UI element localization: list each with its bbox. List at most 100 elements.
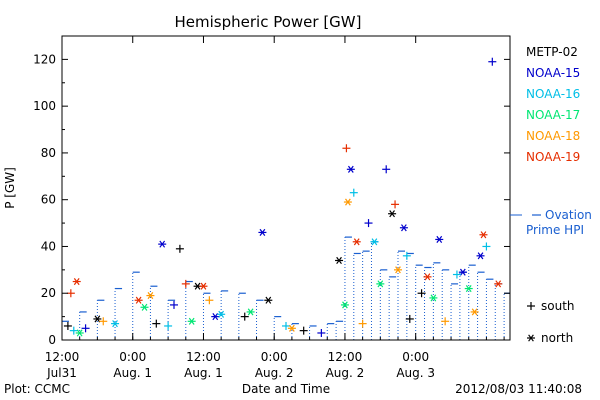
data-point [429, 294, 438, 302]
data-point [364, 219, 373, 228]
data-point [217, 310, 226, 318]
chart-title: Hemispheric Power [GW] [175, 13, 362, 31]
star-mark [135, 296, 142, 304]
star-mark [395, 266, 401, 274]
legend-entry: NOAA-17 [526, 108, 580, 122]
data-point [417, 289, 426, 298]
star-mark [480, 231, 487, 239]
star-mark [465, 284, 472, 293]
star-mark [430, 294, 437, 302]
star-mark [247, 308, 254, 316]
star-mark [353, 238, 360, 246]
x-tick-sublabel: Aug. 1 [113, 366, 152, 380]
star-mark [495, 280, 502, 288]
star-mark [336, 256, 342, 265]
data-point [335, 256, 344, 265]
data-point [287, 324, 296, 332]
star-mark [218, 310, 225, 318]
data-point [146, 292, 155, 300]
ovation-legend-label: Ovation Prime HPI [526, 208, 592, 237]
star-mark [188, 317, 195, 325]
star-mark [94, 315, 101, 323]
star-mark [200, 282, 207, 290]
data-point [352, 238, 361, 246]
x-tick-sublabel: Aug. 2 [255, 366, 294, 380]
data-point [199, 282, 208, 290]
data-point [470, 308, 479, 316]
legend-entry: METP-02 [526, 45, 578, 59]
data-point [488, 57, 497, 66]
y-axis: 0 20 40 60 80 100 120 [33, 52, 510, 347]
y-tick-label: 20 [41, 286, 56, 300]
data-point [358, 319, 367, 328]
data-point [349, 188, 358, 197]
data-point [187, 317, 196, 325]
data-point [282, 321, 290, 330]
y-tick-label: 120 [33, 52, 56, 66]
ovation-series [61, 236, 510, 340]
star-mark [345, 198, 351, 206]
ovation-legend: Ovation Prime HPI [510, 208, 592, 237]
legend: METP-02 NOAA-15 NOAA-16 NOAA-17 NOAA-18 NOAA-… [526, 45, 580, 164]
star-mark [259, 228, 266, 236]
star-mark [528, 334, 534, 342]
data-point [388, 210, 397, 218]
data-point [175, 244, 184, 253]
data-point [134, 296, 143, 304]
x-tick-label: 12:00 [186, 350, 221, 364]
data-point [111, 320, 120, 328]
footer-timestamp: 2012/08/03 11:40:08 [455, 382, 582, 396]
data-point [164, 321, 173, 330]
y-tick-label: 40 [41, 239, 56, 253]
x-tick-label: 0:00 [402, 350, 429, 364]
star-mark [401, 224, 407, 232]
plot-frame [61, 35, 511, 341]
footer-credit: Plot: CCMC [4, 382, 70, 396]
star-mark [436, 235, 443, 244]
data-point [399, 224, 408, 232]
x-tick-label: 0:00 [119, 350, 146, 364]
star-mark [194, 282, 201, 290]
data-point [299, 326, 308, 335]
data-point [382, 165, 391, 174]
data-point [376, 280, 385, 288]
y-tick-label: 100 [33, 99, 56, 113]
data-point [240, 312, 249, 321]
data-point [140, 303, 149, 311]
data-point [81, 324, 90, 333]
data-point [72, 277, 81, 286]
x-tick-sublabel: Aug. 2 [326, 366, 365, 380]
star-mark [389, 210, 395, 218]
data-point [441, 317, 450, 326]
data-point [482, 242, 491, 251]
star-mark [265, 296, 272, 304]
legend-entry: NOAA-18 [526, 129, 580, 143]
data-point [170, 300, 178, 309]
data-point [394, 266, 402, 274]
y-tick-label: 0 [48, 333, 56, 347]
data-point [66, 289, 75, 298]
star-mark [471, 308, 478, 316]
data-point [75, 329, 84, 337]
star-mark [459, 268, 466, 276]
y-tick-label: 80 [41, 146, 56, 160]
data-point [458, 268, 467, 276]
data-point [479, 231, 488, 239]
star-mark [342, 301, 348, 309]
legend-entry: NOAA-16 [526, 87, 580, 101]
data-point [258, 228, 267, 236]
star-mark [76, 329, 83, 337]
star-mark [147, 292, 154, 300]
star-mark [73, 277, 80, 286]
data-point [343, 198, 352, 206]
data-point [99, 317, 108, 326]
star-mark [377, 280, 384, 288]
data-point [464, 284, 473, 293]
x-tick-label: 0:00 [261, 350, 288, 364]
symbol-legend-mark [527, 334, 535, 342]
data-point [423, 273, 432, 281]
symbol-legend: south north [527, 299, 575, 345]
data-point [405, 314, 414, 323]
data-point [181, 279, 190, 288]
data-point [342, 144, 351, 153]
